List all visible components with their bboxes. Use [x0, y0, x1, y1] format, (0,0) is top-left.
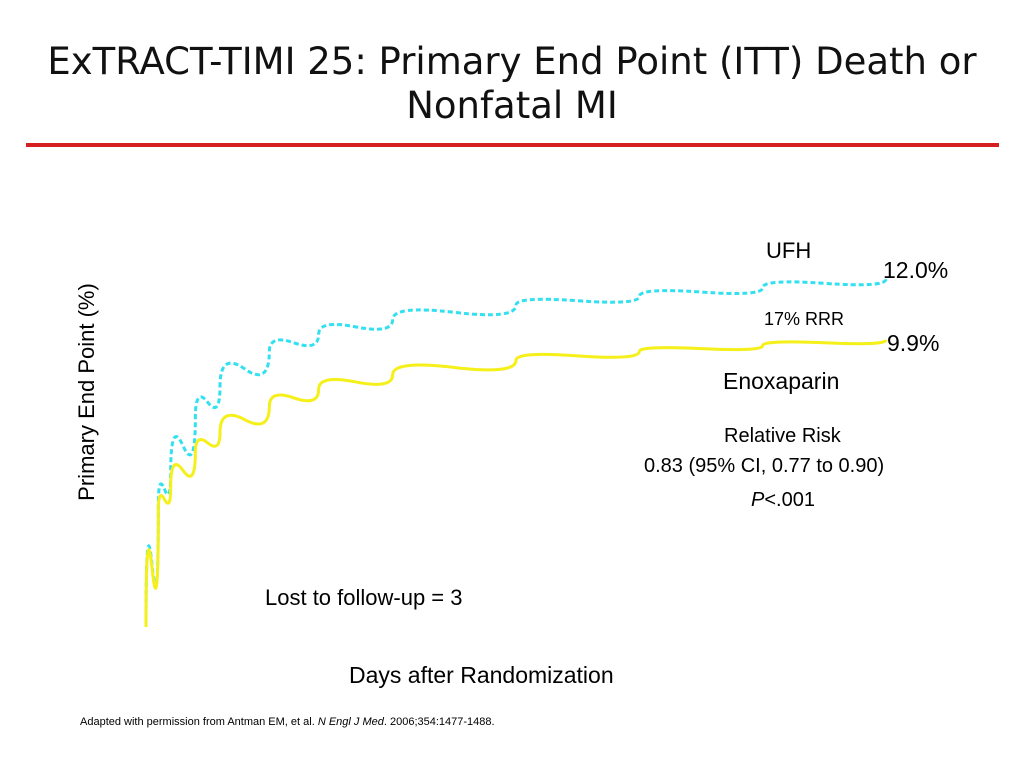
slide-title: ExTRACT-TIMI 25: Primary End Point (ITT)…	[47, 40, 977, 127]
lost-to-follow-up: Lost to follow-up = 3	[265, 585, 463, 610]
relative-risk-value: 0.83 (95% CI, 0.77 to 0.90)	[644, 455, 885, 477]
citation-tail: . 2006;354:1477-1488.	[383, 716, 495, 728]
y-axis-label: Primary End Point (%)	[74, 283, 99, 501]
enoxaparin-end-value: 9.9%	[887, 330, 940, 356]
p-symbol: P	[751, 489, 765, 511]
ufh-end-value: 12.0%	[883, 257, 949, 283]
p-value: P<.001	[751, 489, 815, 512]
series-line-ufh	[144, 278, 888, 628]
series-label-ufh: UFH	[766, 238, 812, 263]
series-label-enoxaparin: Enoxaparin	[723, 368, 840, 394]
citation-journal: N Engl J Med	[317, 716, 384, 728]
p-number: <.001	[764, 489, 815, 511]
title-divider	[26, 143, 999, 147]
relative-risk-title: Relative Risk	[724, 425, 841, 447]
citation-text: Adapted with permission from Antman EM, …	[80, 716, 318, 728]
x-axis-label: Days after Randomization	[349, 662, 614, 688]
citation: Adapted with permission from Antman EM, …	[80, 716, 495, 728]
series-line-enoxaparin	[144, 339, 888, 628]
rrr-annotation: 17% RRR	[764, 309, 845, 329]
